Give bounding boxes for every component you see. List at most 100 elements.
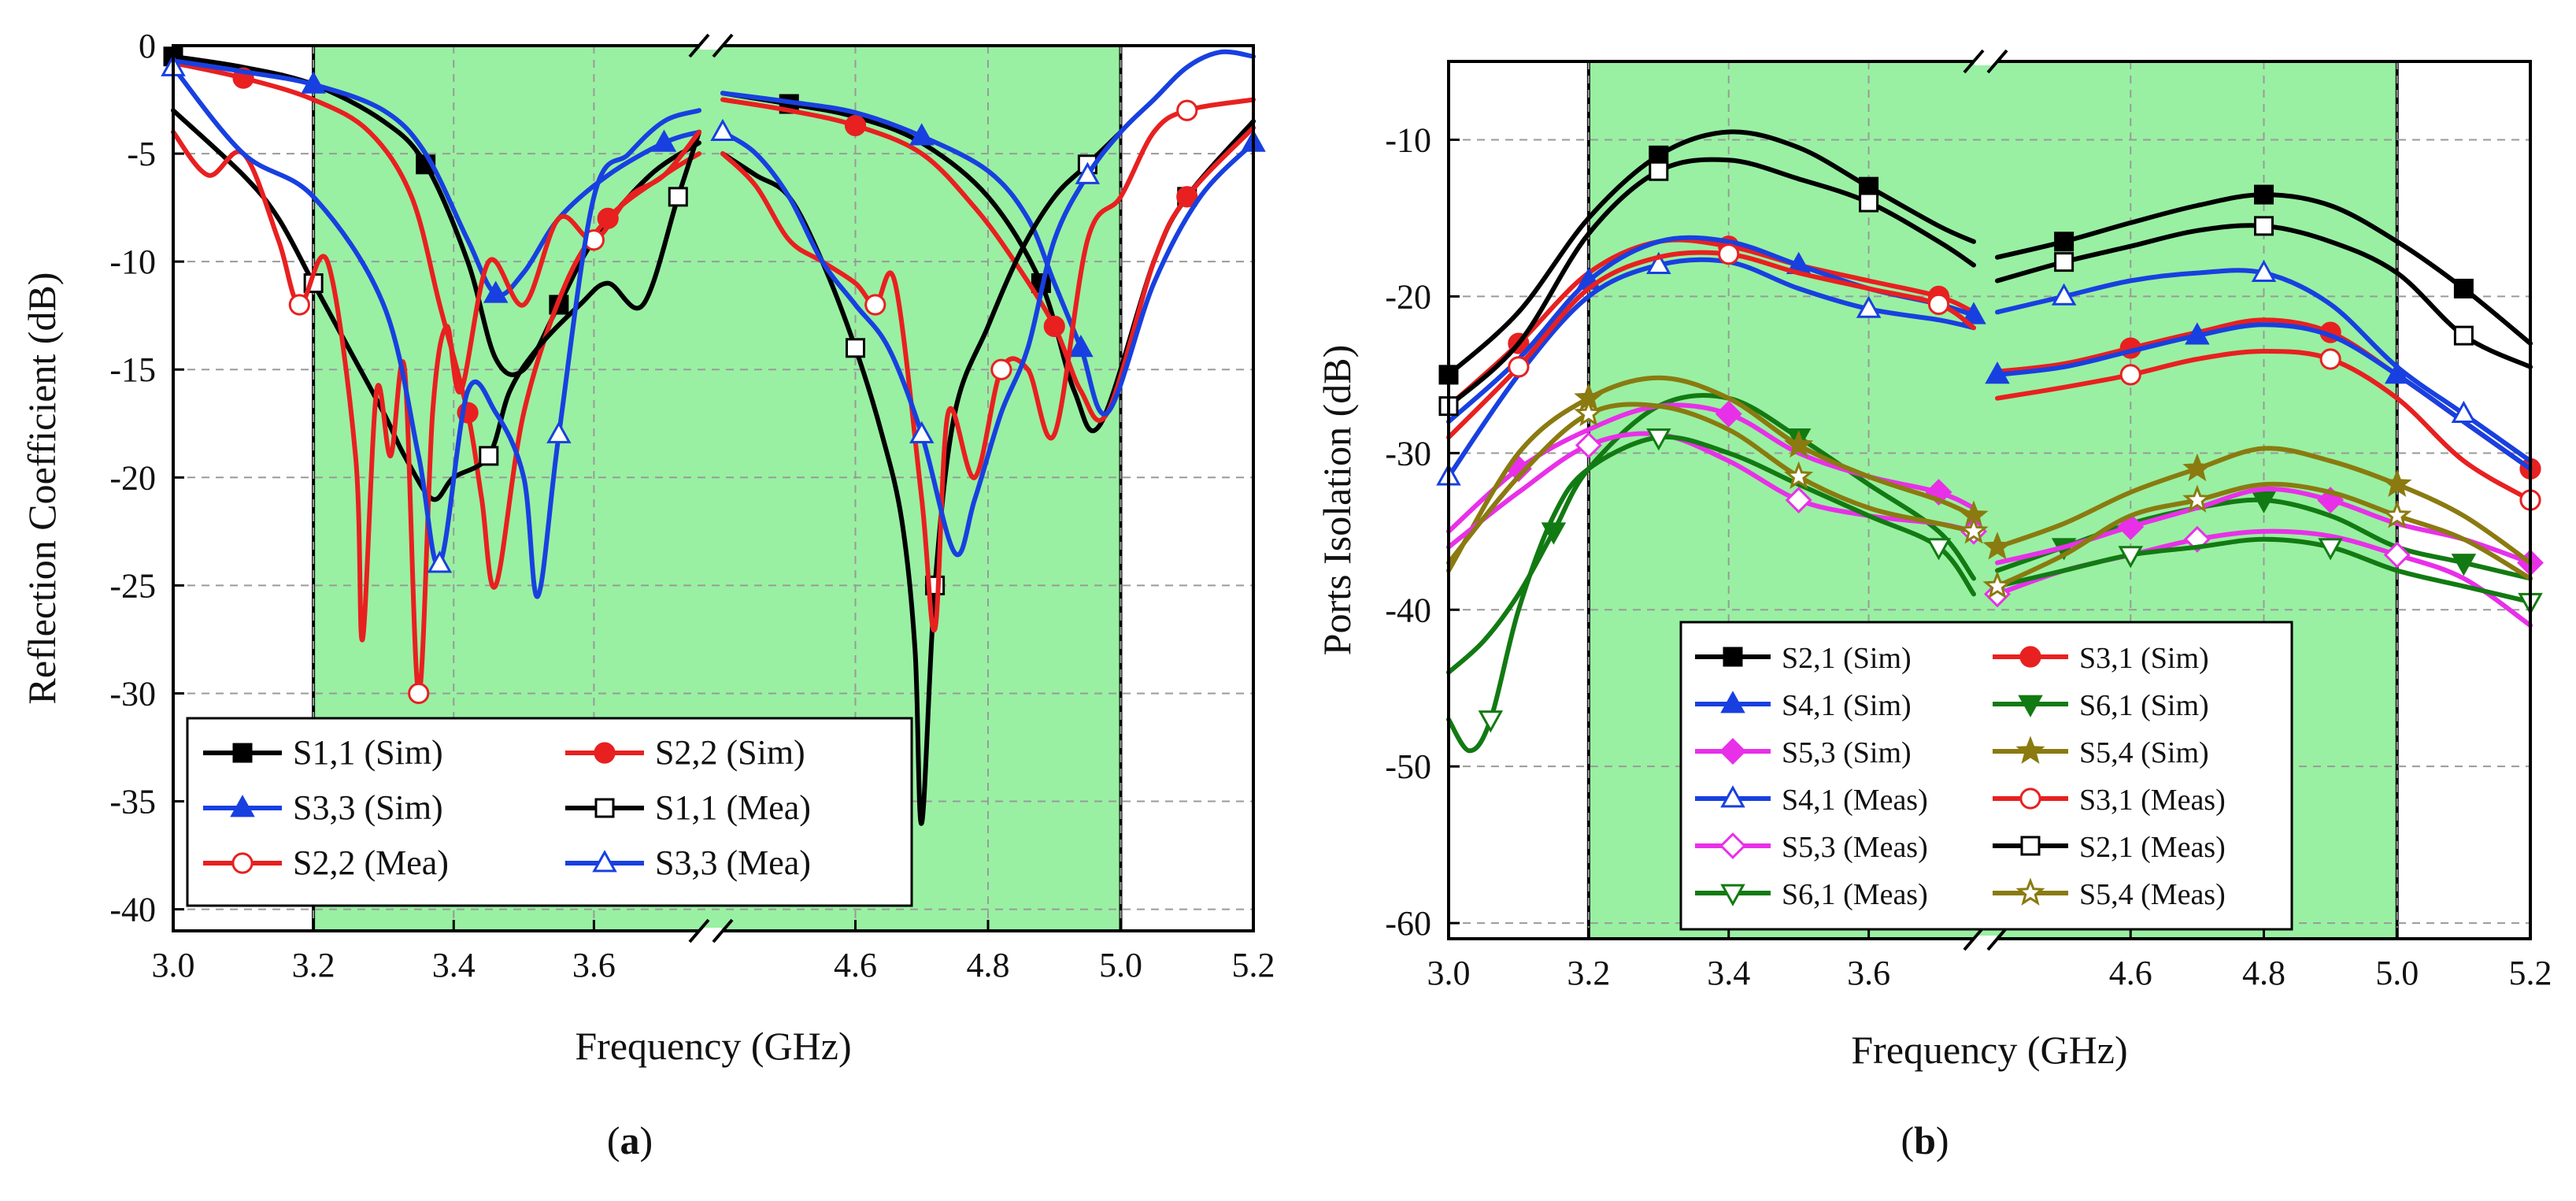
panel-a-data-point [408,682,430,705]
panel-b-legend-label: S4,1 (Meas) [1782,784,1928,817]
panel-b-series-line [1995,481,2533,589]
panel-a-series-5 [161,49,1256,599]
panel-b-legend-marker [2015,877,2045,906]
panel-b-legend-label: S3,1 (Sim) [2079,642,2209,675]
panel-a-series-line [720,91,1256,417]
panel-b-series-11 [1446,398,2533,599]
panel-a-xtick-label: 3.4 [432,946,476,984]
panel-b-legend-box [1679,621,2293,931]
panel-b-data-point [2382,500,2412,528]
panel-a-data-point [301,71,326,94]
panel-a-data-point [990,358,1012,380]
panel-b-legend-label: S6,1 (Sim) [2079,689,2209,722]
panel-b-data-point [1856,295,1882,318]
panel-a-y-axis-label: Reflection Coefficient (dB) [20,272,64,705]
panel-b-ytick-label: -20 [1385,277,1431,316]
panel-b-series-line [1995,446,2533,565]
panel-b-data-point [2383,541,2411,569]
panel-b-data-point [2451,400,2477,423]
panel-b-data-point [2318,538,2343,561]
panel-a-data-point [1043,315,1065,337]
panel-b-axis-break-mark [1986,49,2008,74]
panel-b-data-point [2451,554,2477,576]
panel-b-legend-item: S2,1 (Meas) [1993,831,2226,864]
panel-a-ytick-label: -10 [109,243,156,281]
panel-b-series-line [1446,250,1976,440]
panel-b-series-7 [1446,243,2541,511]
panel-b-data-point [2051,283,2077,306]
panel-b-legend-item: S5,3 (Sim) [1695,736,1912,769]
panel-b-legend-item: S5,4 (Sim) [1993,736,2209,769]
panel-b-ytick-label: -60 [1385,904,1431,943]
panel-b-data-point [1785,487,1812,513]
panel-b-data-point [2453,278,2474,298]
panel-b-legend-marker [2019,646,2041,668]
panel-b-legend-label: S5,3 (Sim) [1782,736,1912,769]
panel-b-series-line [1995,322,2533,472]
panel-a-caption: (a) [607,1118,653,1162]
panel-b-legend-marker [1720,691,1745,714]
panel-a-axes-frame [172,33,1255,943]
panel-a-ytick-label: -5 [127,135,156,173]
panel-a-legend-item: S3,3 (Mea) [565,843,811,882]
panel-b-x-axis-label: Frequency (GHz) [1851,1028,2127,1072]
panel-b-data-point [1575,432,1602,459]
panel-b-xtick-label: 3.2 [1567,954,1610,992]
panel-b-legend: S2,1 (Sim) S3,1 (Sim) S4,1 (Sim) S6,1 (Sim)… [1679,621,2293,931]
panel-a-series-line [720,49,1256,558]
panel-b-legend-label: S2,1 (Sim) [1782,642,1912,675]
panel-b-xtick-label: 4.8 [2242,954,2285,992]
panel-b-axis-break-mark [1986,926,2008,951]
panel-a-legend-marker [231,852,254,874]
panel-b-legend-item: S4,1 (Sim) [1695,689,1912,722]
panel-a-series-line [171,58,701,298]
panel-a-data-point [710,118,735,142]
panel-a-data-point [864,294,886,316]
panel-b-data-point [1784,461,1814,489]
panel-b-legend-item: S6,1 (Sim) [1993,689,2209,722]
panel-a-series-line [171,65,701,599]
panel-a-ytick-label: -15 [109,350,156,389]
panel-b-legend-label: S2,1 (Meas) [2079,831,2226,864]
panel-a-data-point [1075,161,1101,184]
panel-b-data-point [2183,525,2211,553]
panel-b-series-line [1995,349,2533,502]
panel-a-legend-item: S2,2 (Sim) [565,733,805,772]
panel-a-legend-item: S2,2 (Mea) [203,843,449,882]
panel-b-data-point [2182,453,2212,482]
panel-b-series-line [1446,402,1976,565]
panel-b-axis-break-mark [1963,926,1985,951]
panel-b-data-point [1646,428,1671,451]
panel-b-legend-item: S3,1 (Meas) [1993,784,2226,817]
panel-b-legend-label: S3,1 (Meas) [2079,784,2226,817]
panel-b-data-point [2182,484,2212,513]
panel-b-legend-label: S5,4 (Meas) [2079,878,2226,911]
panel-b-xtick-label: 4.6 [2109,954,2152,992]
panel-a-series-2 [171,58,1266,417]
panel-b-data-point [1982,570,2012,599]
panel-a-chart: 3.0 3.2 3.4 3.6 4.6 4.8 5.0 5.2 0 -5 -10 -15 -20 -25 -… [20,27,1275,1068]
panel-a-legend-marker [594,742,616,764]
panel-b-legend-label: S5,3 (Meas) [1782,831,1928,864]
panel-a-data-point [651,129,677,152]
panel-b-legend-item: S4,1 (Meas) [1695,784,1928,817]
panel-b-legend-marker [1720,785,1745,808]
panel-a-axis-break-mark [688,33,710,58]
panel-a-xtick-label: 5.0 [1099,946,1142,984]
panel-b-series-line [1446,431,1976,550]
panel-b-legend-item: S5,4 (Meas) [1993,877,2226,911]
panel-b-y-axis-label: Ports Isolation (dB) [1315,345,1359,655]
panel-b-legend-marker [2015,736,2045,764]
panel-b-xtick-label: 5.0 [2375,954,2419,992]
panel-b-data-point [2453,325,2474,346]
panel-a-legend-label: S3,3 (Sim) [293,788,443,827]
panel-b-legend-item: S3,1 (Sim) [1993,642,2209,675]
panel-a-ytick-label: -20 [109,458,156,497]
panel-a-legend-label: S2,2 (Mea) [293,843,449,882]
panel-b-data-point [2251,491,2277,513]
panel-a-data-point [1068,334,1094,358]
panel-b-data-point [2254,184,2274,205]
panel-a-series-line [720,97,1256,633]
panel-b-data-point [2319,348,2341,370]
